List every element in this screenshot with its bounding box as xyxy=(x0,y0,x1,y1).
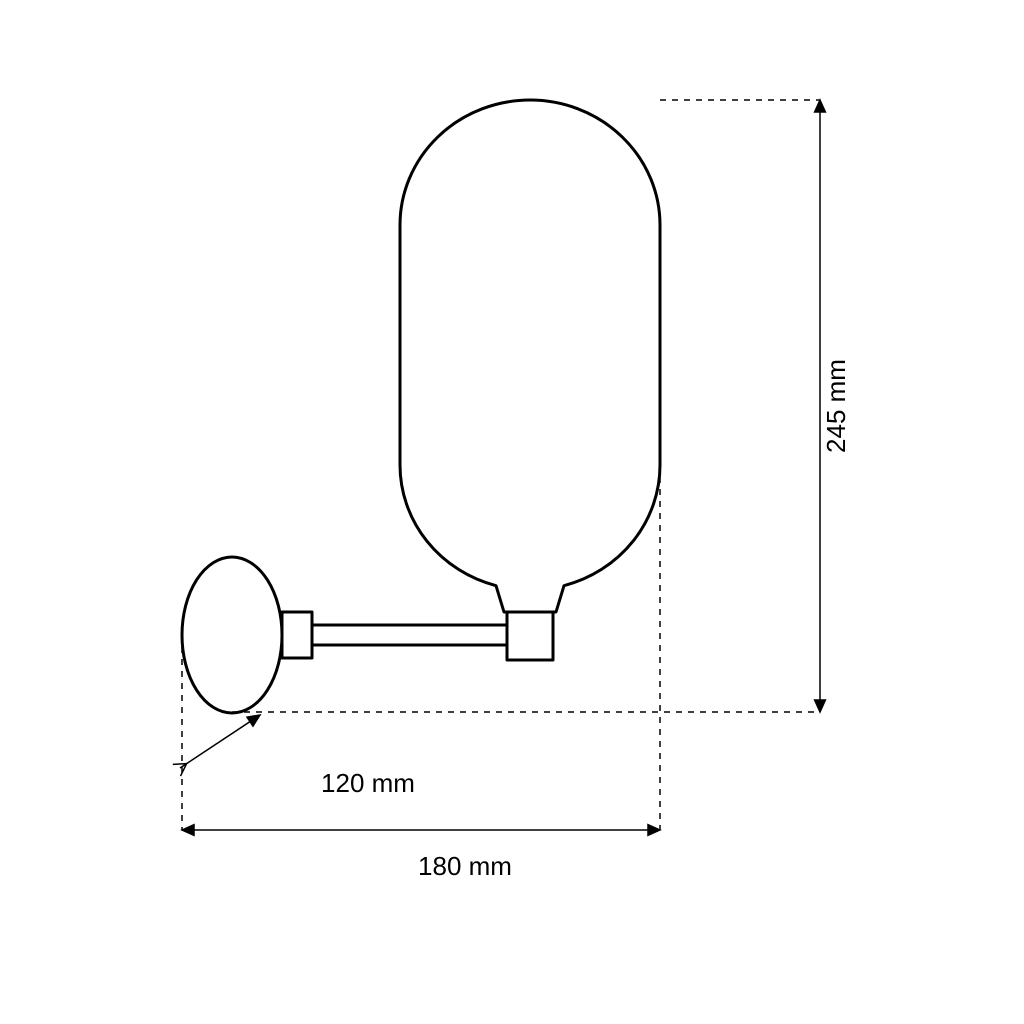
lamp-outline xyxy=(182,100,660,713)
wall-plate xyxy=(182,557,282,713)
stem xyxy=(507,612,553,660)
collar xyxy=(282,612,312,658)
technical-drawing: 245 mm 180 mm 120 mm xyxy=(0,0,1024,1024)
shade-capsule xyxy=(400,100,660,612)
depth-label: 120 mm xyxy=(321,768,415,798)
height-label: 245 mm xyxy=(821,359,851,453)
width-label: 180 mm xyxy=(418,851,512,881)
arm xyxy=(300,625,507,645)
